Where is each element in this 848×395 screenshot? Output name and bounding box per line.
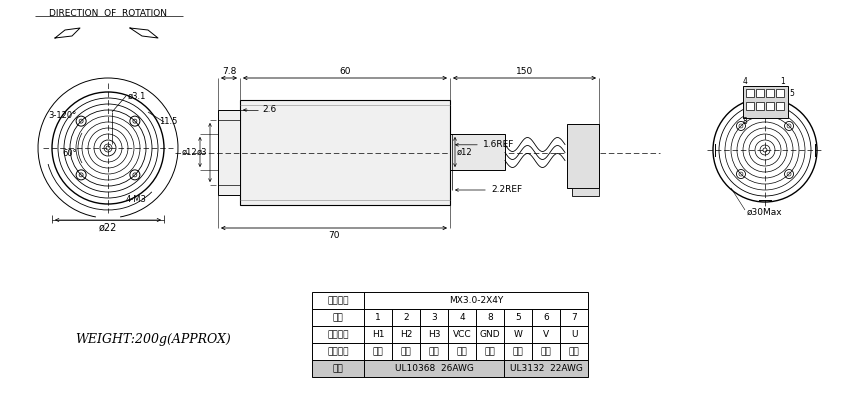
Text: 2: 2 [403,313,409,322]
Text: 11.5: 11.5 [159,117,177,126]
Text: VCC: VCC [453,330,471,339]
Bar [312,343,588,360]
Text: 7: 7 [571,313,577,322]
Text: WEIGHT:200g(APPROX): WEIGHT:200g(APPROX) [75,333,231,346]
Text: 60°: 60° [63,149,77,158]
Text: 8: 8 [487,313,493,322]
Text: H2: H2 [399,330,412,339]
Text: UL3132  22AWG: UL3132 22AWG [510,364,583,373]
Text: 5: 5 [515,313,521,322]
Text: 2.6: 2.6 [262,105,276,115]
Polygon shape [130,28,158,38]
Bar [312,292,588,309]
Text: ø3: ø3 [197,148,207,157]
Text: 4-M3: 4-M3 [126,196,147,205]
Text: GND: GND [480,330,500,339]
Text: 黃色: 黃色 [428,347,439,356]
Text: 4: 4 [743,77,747,85]
Text: 8: 8 [743,117,747,126]
Text: 150: 150 [516,66,533,75]
Text: U: U [571,330,577,339]
Text: 線式: 線式 [332,364,343,373]
Text: W: W [514,330,522,339]
Text: 引線功能: 引線功能 [327,330,349,339]
Bar [312,360,588,377]
Bar [743,86,788,118]
Text: DIRECTION  OF  ROTATION: DIRECTION OF ROTATION [49,9,167,17]
Text: MX3.0-2X4Y: MX3.0-2X4Y [449,296,503,305]
Bar [766,102,774,110]
Text: 1.6REF: 1.6REF [483,140,515,149]
Bar [567,124,599,188]
Text: H1: H1 [371,330,384,339]
Bar [776,102,784,110]
Text: 3-120°: 3-120° [47,111,76,120]
Text: 60: 60 [339,66,351,75]
Text: 4: 4 [459,313,465,322]
Text: UL10368  26AWG: UL10368 26AWG [394,364,473,373]
Bar [218,110,240,195]
Text: ø12: ø12 [181,147,197,156]
Text: ø12: ø12 [457,147,472,156]
Text: 1: 1 [781,77,785,85]
Text: 6: 6 [543,313,549,322]
Text: 端子型號: 端子型號 [327,296,349,305]
Polygon shape [55,28,80,38]
Text: 70: 70 [328,231,340,241]
Text: 3: 3 [431,313,437,322]
Text: 藍色: 藍色 [400,347,411,356]
Text: 引線顏色: 引線顏色 [327,347,349,356]
Bar [240,100,450,205]
Bar [312,326,588,343]
Bar [756,89,764,97]
Text: 2.2REF: 2.2REF [491,186,522,194]
Text: 序號: 序號 [332,313,343,322]
Text: 7.8: 7.8 [222,66,237,75]
Bar [572,188,599,196]
Text: 紫色: 紫色 [372,347,383,356]
Bar [746,102,754,110]
Text: ø22: ø22 [99,223,117,233]
Text: 5: 5 [789,90,795,98]
Text: 紅色: 紅色 [456,347,467,356]
Bar [746,89,754,97]
Bar [766,89,774,97]
Text: 灰色: 灰色 [569,347,579,356]
Text: 黑色: 黑色 [484,347,495,356]
Bar [776,89,784,97]
Text: 1: 1 [375,313,381,322]
Bar [312,309,588,326]
Text: 白色: 白色 [513,347,523,356]
Text: V: V [543,330,549,339]
Text: H3: H3 [427,330,440,339]
Text: ø30Max: ø30Max [747,207,783,216]
Bar [756,102,764,110]
Bar [450,134,505,170]
Text: 棕色: 棕色 [541,347,551,356]
Text: ø3.1: ø3.1 [128,92,147,100]
